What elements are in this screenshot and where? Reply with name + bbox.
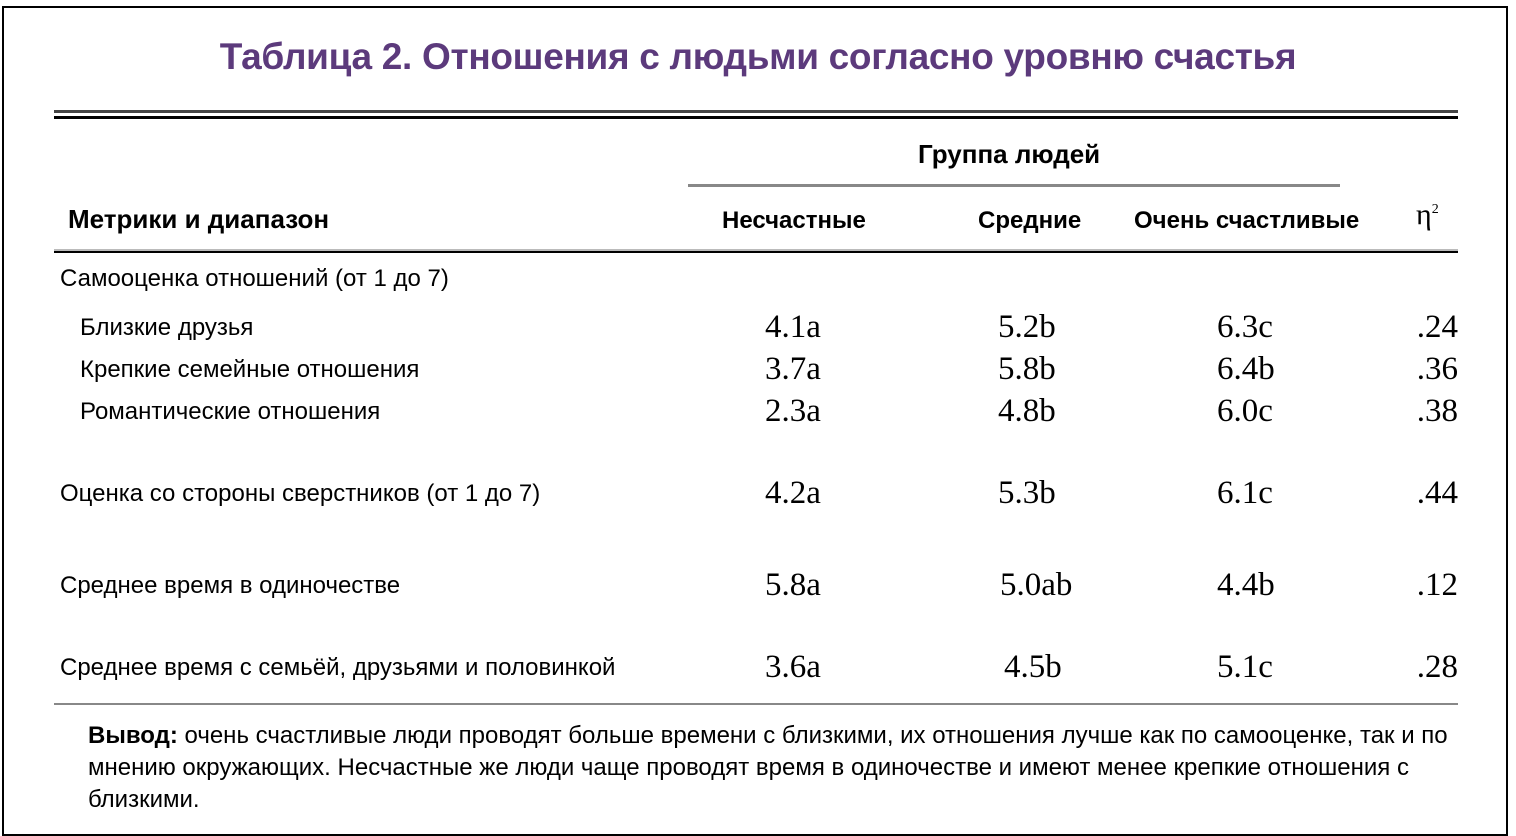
eta-sup: 2 — [1431, 202, 1439, 217]
cell-value: 5.3b — [998, 475, 1056, 511]
col-header-very-happy: Очень счастливые — [1134, 207, 1360, 234]
bottom-rule — [54, 703, 1458, 705]
conclusion: Вывод: очень счастливые люди проводят бо… — [88, 720, 1448, 816]
cell-value: 5.8b — [998, 351, 1056, 387]
eta-symbol: η — [1416, 198, 1432, 231]
col-header-eta: η2 — [1416, 198, 1439, 232]
cell-eta: .24 — [1416, 309, 1458, 345]
cell-value: 5.1c — [1217, 649, 1273, 685]
group-header: Группа людей — [918, 139, 1101, 169]
cell-eta: .44 — [1416, 475, 1458, 511]
top-rule-2 — [54, 116, 1458, 119]
cell-value: 5.0ab — [1000, 567, 1073, 603]
conclusion-label: Вывод: — [88, 722, 178, 749]
cell-value: 6.1c — [1217, 475, 1273, 511]
cell-value: 6.4b — [1217, 351, 1275, 387]
cell-value: 5.2b — [998, 309, 1056, 345]
cell-value: 4.1a — [765, 309, 821, 345]
cell-value: 4.8b — [998, 393, 1056, 429]
cell-value: 4.4b — [1217, 567, 1275, 603]
cell-eta: .28 — [1416, 649, 1458, 685]
cell-value: 2.3a — [765, 393, 821, 429]
header-rule-light — [54, 249, 1458, 251]
cell-value: 5.8a — [765, 567, 821, 603]
cell-value: 6.0c — [1217, 393, 1273, 429]
cell-value: 3.7a — [765, 351, 821, 387]
group-rule — [688, 184, 1340, 187]
row-label: Среднее время в одиночестве — [60, 572, 401, 599]
row-label: Романтические отношения — [80, 398, 381, 425]
row-label: Среднее время с семьёй, друзьями и полов… — [60, 654, 616, 681]
section-label: Самооценка отношений (от 1 до 7) — [60, 265, 449, 292]
cell-eta: .36 — [1416, 351, 1458, 387]
cell-eta: .38 — [1416, 393, 1458, 429]
top-rule — [54, 110, 1458, 113]
row-label: Близкие друзья — [80, 314, 254, 341]
row-label: Оценка со стороны сверстников (от 1 до 7… — [60, 480, 541, 507]
cell-value: 4.2a — [765, 475, 821, 511]
cell-value: 4.5b — [1004, 649, 1062, 685]
cell-eta: .12 — [1416, 567, 1458, 603]
row-header: Метрики и диапазон — [68, 204, 330, 234]
col-header-unhappy: Несчастные — [722, 207, 866, 234]
col-header-average: Средние — [978, 207, 1082, 234]
cell-value: 3.6a — [765, 649, 821, 685]
row-label: Крепкие семейные отношения — [80, 356, 420, 383]
conclusion-text: очень счастливые люди проводят больше вр… — [88, 722, 1448, 813]
table-title: Таблица 2. Отношения с людьми согласно у… — [219, 36, 1297, 77]
cell-value: 6.3c — [1217, 309, 1273, 345]
header-rule — [54, 251, 1458, 253]
